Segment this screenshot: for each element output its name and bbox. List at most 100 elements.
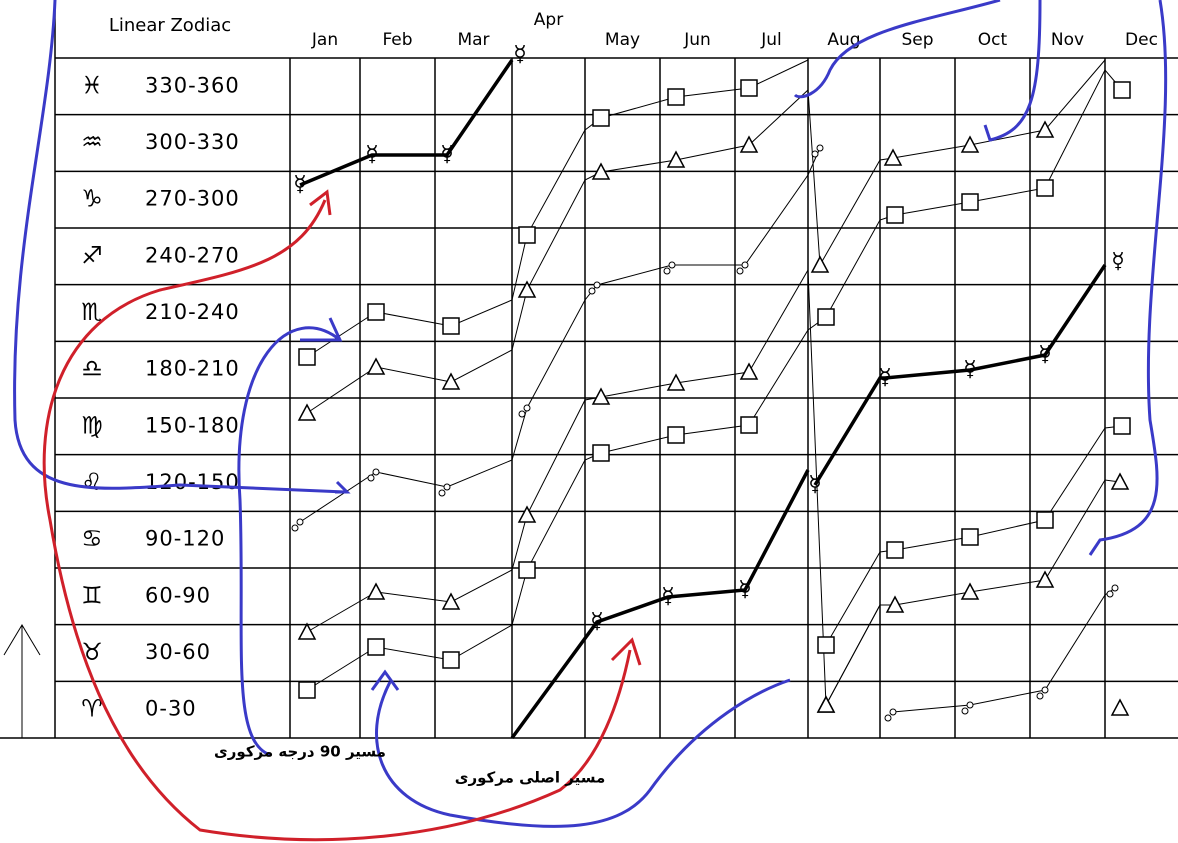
path-line [299, 147, 821, 523]
month-label: Feb [382, 30, 412, 50]
mercury-marker: ☿ [365, 142, 379, 167]
mercury-marker: ☿ [1038, 342, 1052, 367]
red-arrow-head [610, 637, 642, 666]
mercury-marker: ☿ [661, 584, 675, 609]
degree-range: 120-150 [145, 470, 240, 494]
mercury-marker: ☿ [590, 609, 604, 634]
triangle-marker [591, 162, 611, 180]
zodiac-symbol: ♐ [81, 241, 103, 269]
ring-marker [367, 474, 375, 482]
mercury-marker: ☿ [738, 577, 752, 602]
square-marker [442, 317, 460, 335]
month-label: Dec [1125, 30, 1158, 50]
path-line [306, 268, 1121, 707]
month-label: Nov [1051, 30, 1084, 50]
title: Linear Zodiac [109, 15, 231, 36]
square-marker [817, 308, 835, 326]
triangle-marker [441, 592, 461, 610]
square-marker [740, 416, 758, 434]
zodiac-symbol: ♉ [81, 638, 103, 666]
square-marker [667, 426, 685, 444]
up-arrow-head [3, 624, 41, 656]
square-marker [298, 681, 316, 699]
month-label: Mar [457, 30, 489, 50]
square-marker [817, 636, 835, 654]
zodiac-symbol: ♌ [81, 468, 103, 496]
triangle-marker [1035, 120, 1055, 138]
ring-marker [811, 150, 819, 158]
triangle-marker [297, 403, 317, 421]
mercury-marker: ☿ [293, 172, 307, 197]
triangle-marker [810, 255, 830, 273]
degree-range: 210-240 [145, 300, 240, 324]
path-line [306, 59, 809, 358]
mercury-marker: ☿ [878, 365, 892, 390]
annotation: مسیر 90 درجه مرکوری [214, 743, 386, 761]
triangle-marker [1035, 570, 1055, 588]
blue-arrow [983, 0, 1042, 142]
triangle-marker [591, 387, 611, 405]
blue-arrow-head [370, 669, 400, 691]
path-line [306, 69, 1123, 691]
triangle-marker [960, 582, 980, 600]
degree-range: 0-30 [145, 697, 197, 721]
triangle-marker [666, 150, 686, 168]
square-marker [886, 541, 904, 559]
degree-range: 240-270 [145, 243, 240, 267]
ring-marker [1111, 584, 1119, 592]
ring-marker [438, 489, 446, 497]
ring-marker [1106, 590, 1114, 598]
month-label: Jul [760, 30, 782, 50]
zodiac-symbol: ♑ [81, 185, 103, 213]
month-label: Sep [901, 30, 933, 50]
month-label: May [605, 30, 640, 50]
degree-range: 180-210 [145, 357, 240, 381]
mercury-marker: ☿ [808, 472, 822, 497]
ring-marker [816, 144, 824, 152]
path-line [892, 587, 1116, 713]
degree-range: 60-90 [145, 583, 211, 607]
degree-range: 30-60 [145, 640, 211, 664]
mercury-marker: ☿ [1111, 249, 1125, 274]
blue-arrow [375, 678, 791, 828]
ring-marker [741, 261, 749, 269]
path-line [306, 59, 1106, 414]
triangle-marker [517, 280, 537, 298]
triangle-marker [739, 362, 759, 380]
square-marker [592, 109, 610, 127]
ring-marker [588, 287, 596, 295]
blue-arrow [1088, 0, 1168, 556]
month-label: Jan [311, 30, 338, 50]
triangle-marker [739, 135, 759, 153]
triangle-marker [1110, 698, 1130, 716]
ring-marker [1036, 692, 1044, 700]
blue-arrow [13, 0, 346, 494]
ring-marker [518, 410, 526, 418]
ring-marker [443, 483, 451, 491]
zodiac-symbol: ♋ [81, 525, 103, 553]
month-label: Jun [683, 30, 711, 50]
square-marker [518, 226, 536, 244]
triangle-marker [366, 357, 386, 375]
degree-range: 90-120 [145, 527, 225, 551]
square-marker [740, 79, 758, 97]
red-arrow [42, 199, 632, 842]
path-line [825, 604, 881, 706]
mercury-marker: ☿ [963, 357, 977, 382]
square-marker [961, 528, 979, 546]
ring-marker [291, 524, 299, 532]
mercury-marker: ☿ [513, 42, 527, 67]
month-label: Aug [827, 30, 860, 50]
square-marker [1036, 179, 1054, 197]
ring-marker [889, 708, 897, 716]
triangle-marker [297, 622, 317, 640]
month-label: Oct [978, 30, 1008, 50]
zodiac-symbol: ♓ [81, 71, 103, 99]
square-marker [518, 561, 536, 579]
ring-marker [593, 281, 601, 289]
ring-marker [372, 468, 380, 476]
square-marker [367, 303, 385, 321]
mercury-marker: ☿ [440, 142, 454, 167]
zodiac-symbol: ♍ [81, 411, 103, 439]
blue-arrow [237, 326, 341, 757]
